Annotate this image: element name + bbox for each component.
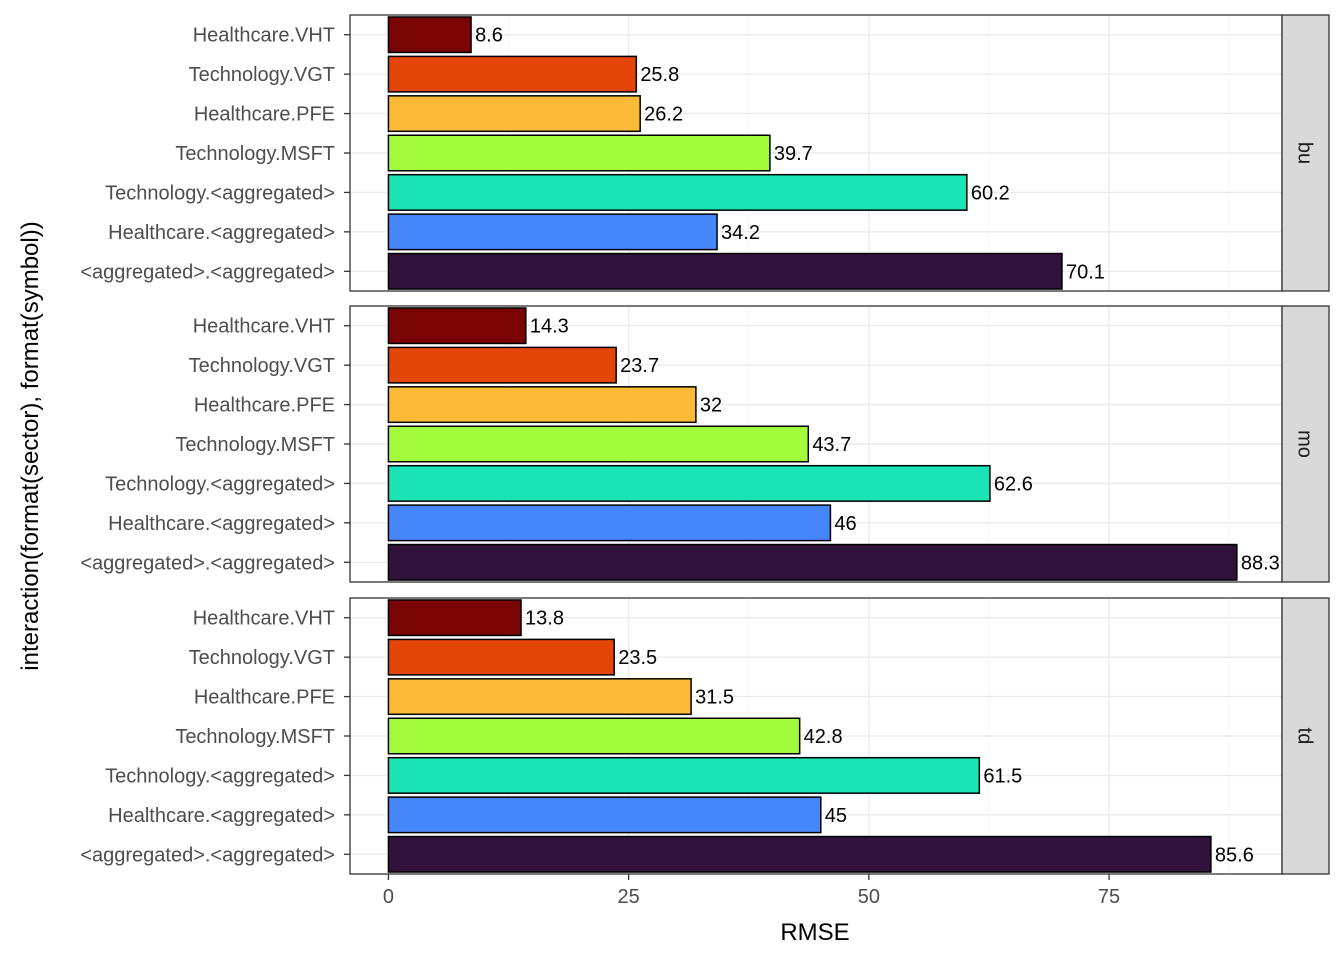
y-tick-label: Healthcare.VHT bbox=[193, 25, 335, 47]
bar-td-1 bbox=[387, 599, 522, 637]
bar-bu-6 bbox=[387, 213, 718, 251]
bar-mo-2 bbox=[387, 346, 617, 384]
bar-mo-4 bbox=[387, 425, 810, 463]
data-label-bu-7: 70.1 bbox=[1066, 261, 1105, 283]
bars: 8.6 25.8 26.2 39.7 60.2 34.2 70.1 bbox=[387, 16, 1105, 290]
data-label-td-2: 23.5 bbox=[618, 647, 657, 669]
bar-td-4 bbox=[387, 717, 801, 755]
bar-bu-2 bbox=[387, 55, 638, 93]
data-label-bu-3: 26.2 bbox=[644, 104, 683, 126]
y-tick-label: Healthcare.PFE bbox=[194, 395, 335, 417]
facet-strip-label: bu bbox=[1294, 142, 1316, 164]
bar-bu-1 bbox=[387, 16, 472, 54]
bar-mo-3 bbox=[387, 386, 697, 424]
bar-mo-5 bbox=[387, 464, 991, 502]
facet-strip-label: mo bbox=[1294, 430, 1316, 458]
data-label-td-1: 13.8 bbox=[525, 608, 564, 630]
data-label-mo-1: 14.3 bbox=[530, 316, 569, 338]
bar-td-6 bbox=[387, 796, 822, 834]
y-tick-label: <aggregated>.<aggregated> bbox=[80, 552, 335, 574]
data-label-mo-5: 62.6 bbox=[994, 473, 1033, 495]
y-tick-label: Technology.VGT bbox=[189, 64, 335, 86]
data-label-mo-2: 23.7 bbox=[620, 355, 659, 377]
facet-panels: 8.6 25.8 26.2 39.7 60.2 34.2 70.1 Healthcare.VH… bbox=[80, 14, 1330, 875]
data-label-mo-3: 32 bbox=[700, 395, 722, 417]
facet-strip-label: td bbox=[1294, 728, 1316, 745]
facet-panel-td: 13.8 23.5 31.5 42.8 61.5 45 85.6 Healthcare.VHT… bbox=[80, 597, 1330, 875]
y-tick-label: Technology.MSFT bbox=[175, 143, 335, 165]
facet-panel-mo: 14.3 23.7 32 43.7 62.6 46 88.3 Healthcare.VHT Te… bbox=[80, 305, 1330, 583]
data-label-td-5: 61.5 bbox=[983, 765, 1022, 787]
data-label-td-6: 45 bbox=[825, 805, 847, 827]
facet-strip-bu bbox=[1281, 14, 1330, 292]
x-tick-label: 50 bbox=[858, 886, 880, 908]
data-label-td-3: 31.5 bbox=[695, 687, 734, 709]
bar-mo-7 bbox=[387, 543, 1238, 581]
bar-bu-4 bbox=[387, 134, 771, 172]
data-label-bu-5: 60.2 bbox=[971, 182, 1010, 204]
y-axis-title: interaction(format(sector), format(symbo… bbox=[17, 221, 44, 670]
data-label-td-4: 42.8 bbox=[804, 726, 843, 748]
data-label-bu-1: 8.6 bbox=[475, 25, 503, 47]
bar-td-2 bbox=[387, 638, 615, 676]
data-label-bu-6: 34.2 bbox=[721, 222, 760, 244]
x-tick-label: 0 bbox=[383, 886, 394, 908]
y-tick-label: <aggregated>.<aggregated> bbox=[80, 844, 335, 866]
facet-strip-mo bbox=[1281, 305, 1330, 583]
y-tick-label: Technology.MSFT bbox=[175, 434, 335, 456]
data-label-mo-6: 46 bbox=[834, 513, 856, 535]
x-tick-label: 75 bbox=[1098, 886, 1120, 908]
bar-bu-5 bbox=[387, 173, 968, 211]
x-tick-label: 25 bbox=[618, 886, 640, 908]
data-label-bu-2: 25.8 bbox=[640, 64, 679, 86]
bar-bu-3 bbox=[387, 95, 641, 133]
y-tick-label: Technology.<aggregated> bbox=[105, 765, 335, 787]
data-label-mo-7: 88.3 bbox=[1241, 552, 1280, 574]
facet-panel-bu: 8.6 25.8 26.2 39.7 60.2 34.2 70.1 Healthcare.VH… bbox=[80, 14, 1330, 292]
y-tick-label: Technology.MSFT bbox=[175, 726, 335, 748]
y-tick-label: Healthcare.<aggregated> bbox=[108, 513, 335, 535]
y-tick-label: Healthcare.<aggregated> bbox=[108, 805, 335, 827]
data-label-mo-4: 43.7 bbox=[812, 434, 851, 456]
y-tick-label: Healthcare.VHT bbox=[193, 316, 335, 338]
data-label-td-7: 85.6 bbox=[1215, 844, 1254, 866]
y-tick-label: Technology.<aggregated> bbox=[105, 182, 335, 204]
bar-td-7 bbox=[387, 835, 1212, 873]
bars: 14.3 23.7 32 43.7 62.6 46 88.3 bbox=[387, 307, 1280, 581]
y-tick-label: Healthcare.PFE bbox=[194, 687, 335, 709]
bars: 13.8 23.5 31.5 42.8 61.5 45 85.6 bbox=[387, 599, 1254, 873]
y-tick-label: Healthcare.PFE bbox=[194, 104, 335, 126]
x-axis-title: RMSE bbox=[780, 919, 849, 946]
bar-td-5 bbox=[387, 756, 981, 794]
y-tick-label: Technology.<aggregated> bbox=[105, 473, 335, 495]
bar-td-3 bbox=[387, 678, 692, 716]
y-tick-label: Technology.VGT bbox=[189, 355, 335, 377]
y-tick-label: Healthcare.<aggregated> bbox=[108, 222, 335, 244]
data-label-bu-4: 39.7 bbox=[774, 143, 813, 165]
y-tick-label: Technology.VGT bbox=[189, 647, 335, 669]
bar-mo-6 bbox=[387, 504, 832, 542]
facet-strip-td bbox=[1281, 597, 1330, 875]
y-tick-label: Healthcare.VHT bbox=[193, 608, 335, 630]
y-tick-label: <aggregated>.<aggregated> bbox=[80, 261, 335, 283]
bar-bu-7 bbox=[387, 252, 1063, 290]
bar-mo-1 bbox=[387, 307, 527, 345]
x-axis: 0 25 50 75 bbox=[383, 874, 1120, 908]
